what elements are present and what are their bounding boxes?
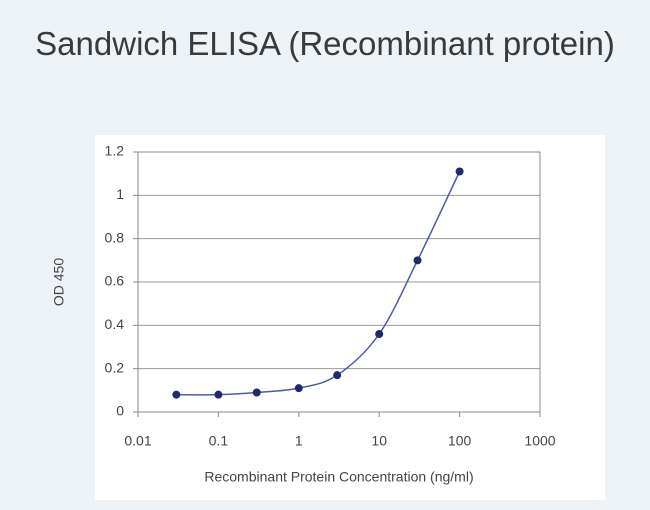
x-axis-label: Recombinant Protein Concentration (ng/ml… — [204, 469, 473, 485]
point — [294, 384, 303, 393]
chart-title: Sandwich ELISA (Recombinant protein) — [35, 25, 615, 62]
x-tick-label: 0.1 — [209, 433, 229, 449]
y-tick-label: 0.4 — [105, 316, 125, 332]
x-tick-label: 1000 — [524, 433, 555, 449]
point — [375, 330, 384, 338]
point — [172, 390, 181, 399]
point — [455, 167, 464, 176]
y-tick-label: 1.2 — [105, 143, 125, 159]
point — [413, 256, 422, 265]
point — [252, 388, 261, 397]
plot-frame — [137, 151, 541, 413]
x-tick-label: 100 — [448, 433, 472, 449]
y-tick-label: 0.6 — [105, 273, 125, 289]
y-axis-label: OD 450 — [51, 258, 67, 306]
x-tick-label: 0.01 — [124, 433, 151, 449]
point — [214, 390, 223, 399]
y-tick-label: 0.8 — [105, 229, 125, 245]
x-tick-label: 10 — [371, 433, 387, 449]
y-tick-label: 0 — [116, 403, 124, 419]
point — [333, 371, 342, 380]
x-tick-label: 1 — [295, 433, 303, 449]
y-tick-label: 0.2 — [105, 359, 125, 375]
y-tick-label: 1 — [116, 186, 124, 202]
